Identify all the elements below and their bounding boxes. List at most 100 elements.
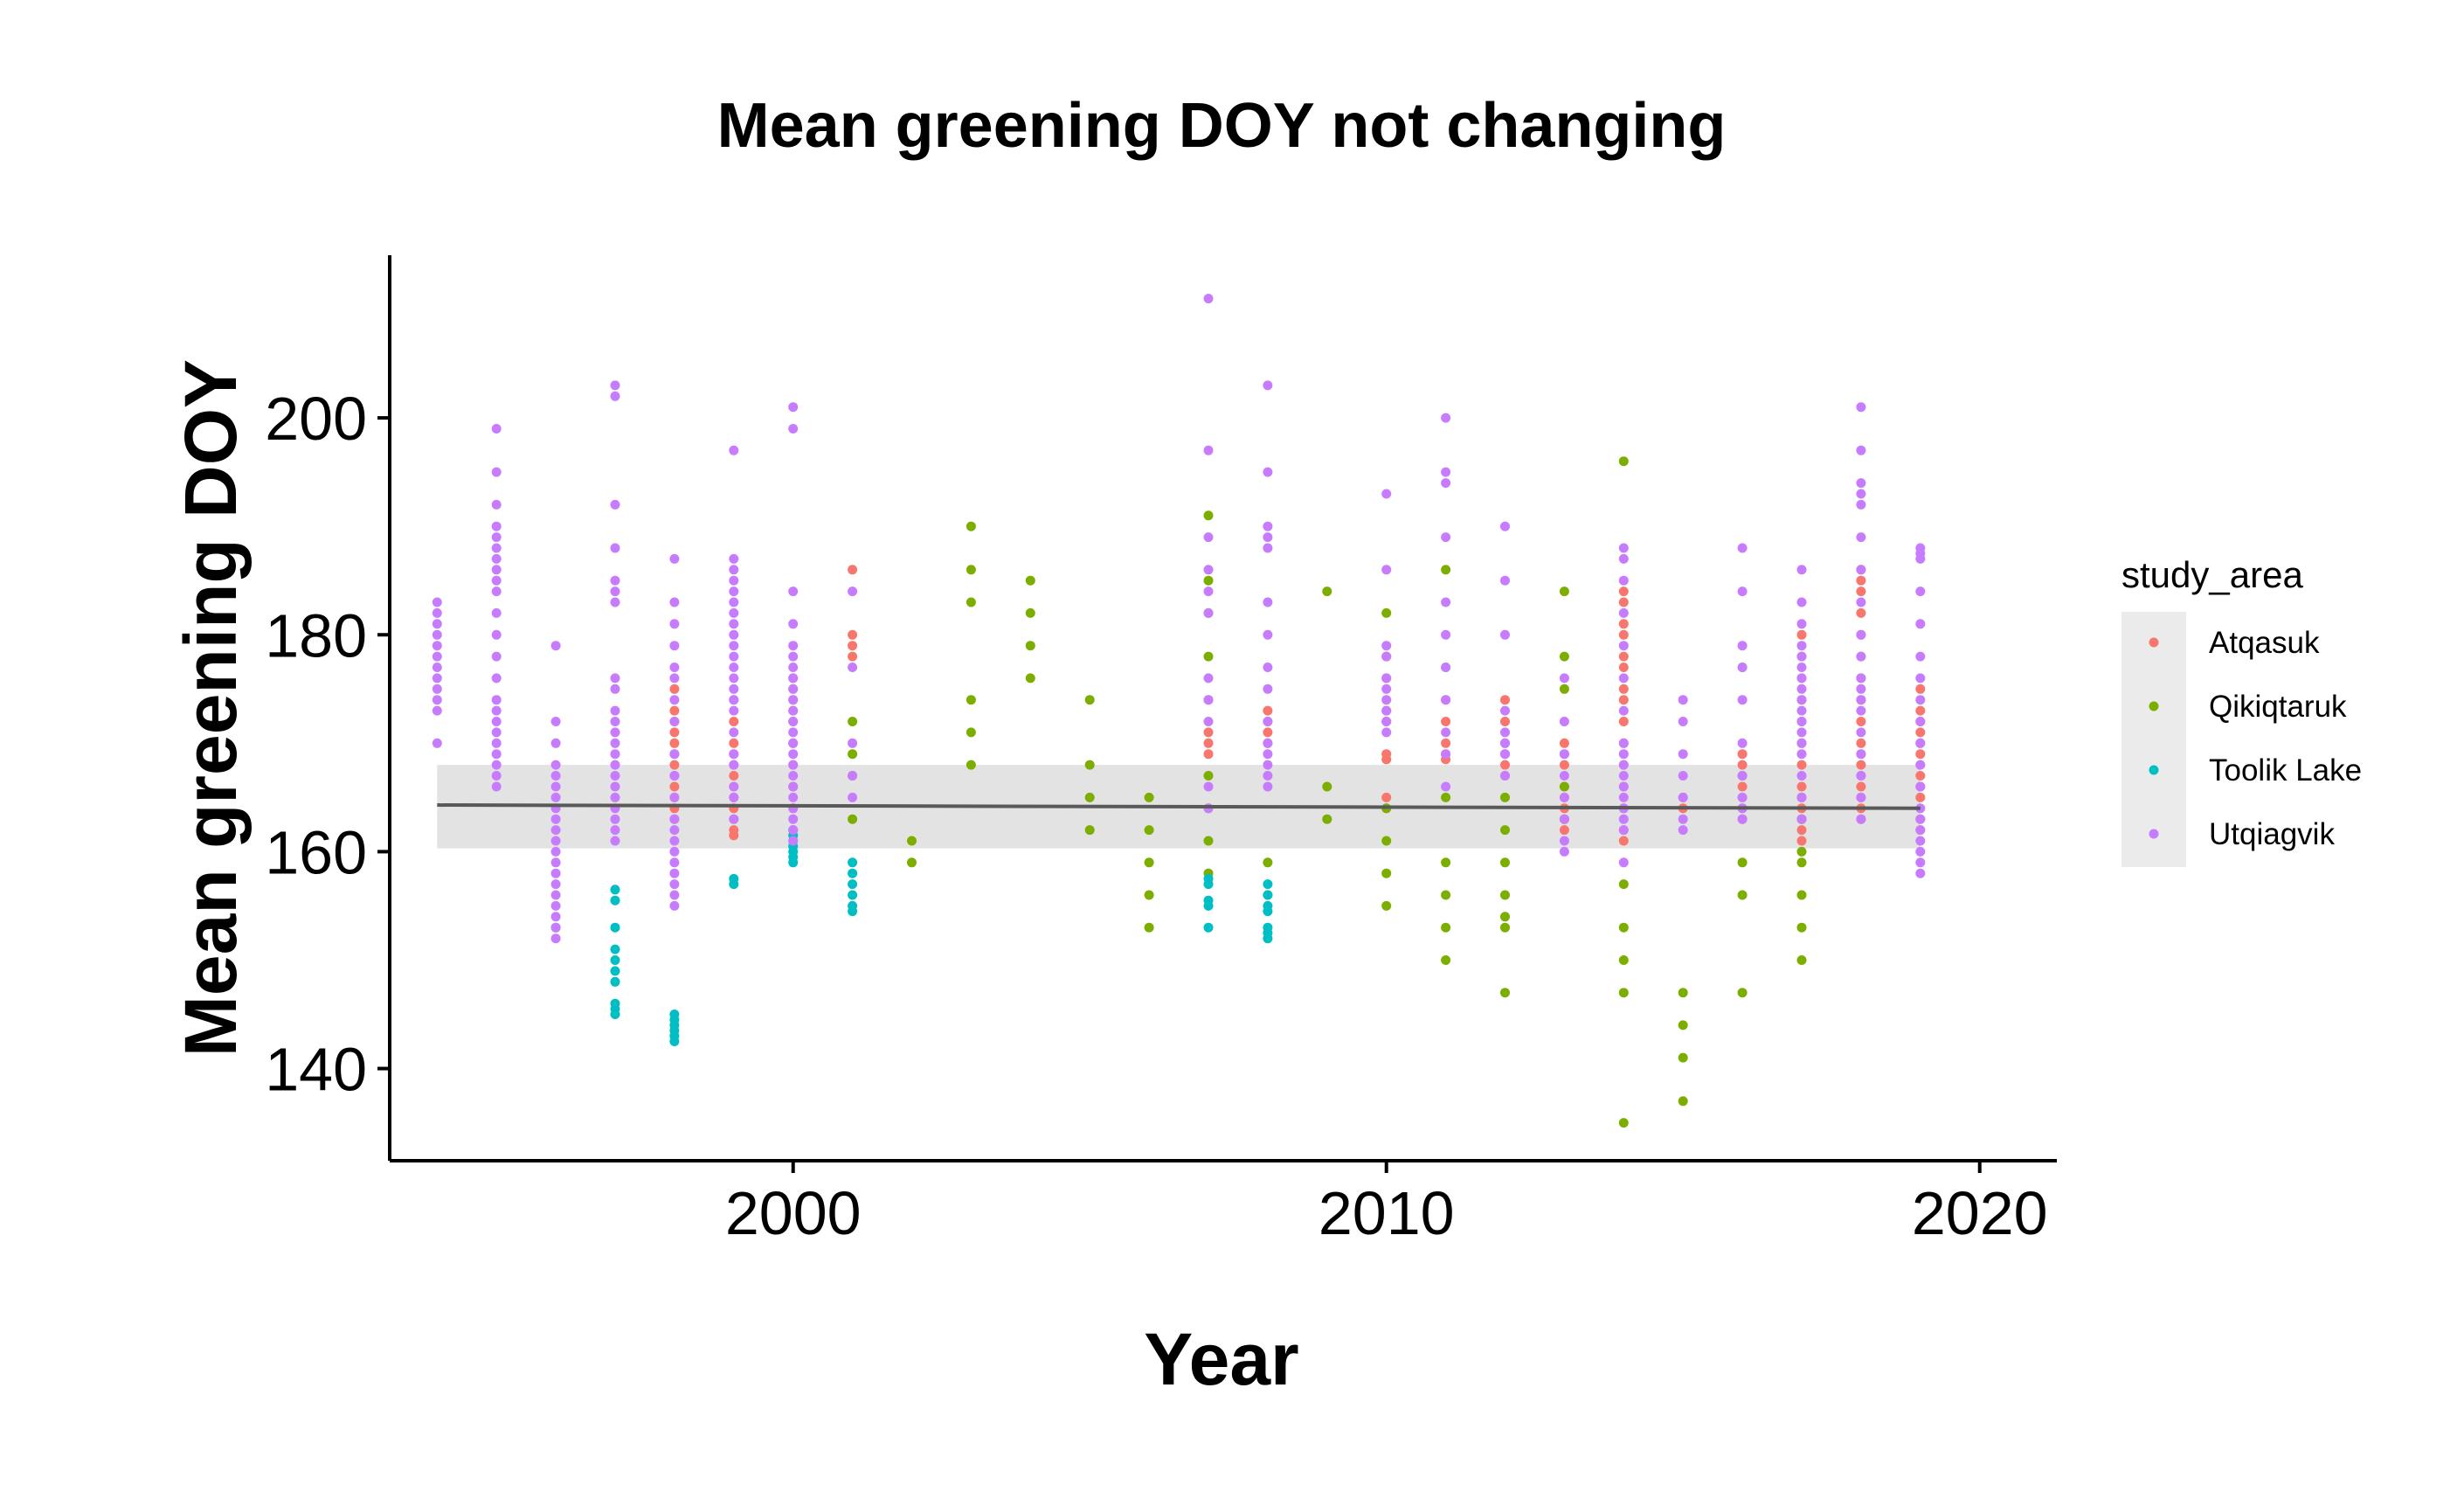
data-point	[1678, 1052, 1688, 1063]
data-point	[610, 575, 620, 586]
data-point	[1322, 586, 1332, 597]
data-point	[669, 846, 680, 857]
data-point	[1915, 553, 1926, 564]
data-point	[491, 727, 502, 738]
data-point	[848, 868, 858, 878]
data-point	[848, 879, 858, 890]
data-point	[966, 695, 976, 705]
data-point	[1678, 825, 1688, 836]
data-point	[1441, 467, 1451, 477]
data-point	[550, 912, 561, 922]
data-point	[1263, 738, 1273, 748]
data-point	[729, 814, 739, 824]
data-point	[432, 684, 442, 694]
data-point	[1203, 717, 1214, 726]
data-point	[610, 673, 620, 684]
data-point	[1618, 792, 1629, 802]
data-point	[1441, 781, 1451, 792]
data-point	[1678, 717, 1688, 726]
data-point	[1500, 825, 1510, 836]
data-point	[1084, 760, 1095, 770]
data-point	[1203, 294, 1214, 304]
axes: 140 160 180 200 2000 2010 2020	[265, 255, 2057, 1247]
data-point	[1915, 673, 1926, 684]
data-point	[1025, 575, 1035, 586]
data-point	[1737, 760, 1748, 770]
data-point	[1500, 912, 1510, 922]
data-point	[1856, 597, 1866, 607]
data-point	[610, 976, 620, 987]
data-point	[729, 830, 739, 841]
data-point	[1856, 695, 1866, 705]
data-point	[1737, 738, 1748, 748]
data-point	[1263, 879, 1273, 890]
y-tick-label: 180	[265, 601, 367, 670]
data-point	[966, 597, 976, 607]
data-point	[610, 922, 620, 933]
legend-key-background	[2121, 612, 2186, 867]
data-point	[1856, 489, 1866, 499]
data-point	[1381, 754, 1392, 765]
data-point	[432, 695, 442, 705]
data-point	[788, 402, 799, 413]
data-point	[729, 781, 739, 792]
data-point	[1441, 695, 1451, 705]
data-point	[1144, 857, 1154, 868]
data-point	[1737, 695, 1748, 705]
data-point	[1144, 792, 1154, 802]
data-point	[610, 727, 620, 738]
data-point	[610, 705, 620, 716]
data-point	[1737, 663, 1748, 672]
data-point	[1856, 738, 1866, 748]
data-point	[848, 651, 858, 662]
data-point	[848, 663, 858, 672]
data-point	[491, 575, 502, 586]
data-point	[491, 717, 502, 726]
data-point	[1144, 922, 1154, 933]
data-point	[669, 781, 680, 792]
data-point	[1441, 727, 1451, 738]
data-point	[1322, 814, 1332, 824]
data-point	[1737, 771, 1748, 781]
data-point	[432, 663, 442, 672]
data-point	[610, 684, 620, 694]
x-tick-label: 2010	[1319, 1179, 1455, 1247]
data-point	[1559, 825, 1569, 836]
data-point	[550, 900, 561, 911]
x-axis-ticks: 2000 2010 2020	[725, 1161, 2048, 1247]
data-point	[610, 836, 620, 846]
data-point	[1203, 673, 1214, 684]
data-point	[669, 695, 680, 705]
data-point	[610, 885, 620, 895]
data-point	[1618, 879, 1629, 890]
data-point	[1381, 792, 1392, 802]
data-point	[788, 814, 799, 824]
data-point	[669, 705, 680, 716]
data-point	[1381, 900, 1392, 911]
data-point	[669, 857, 680, 868]
data-point	[1796, 825, 1807, 836]
data-point	[729, 641, 739, 651]
data-point	[610, 966, 620, 976]
data-points	[432, 294, 1926, 1128]
data-point	[1915, 651, 1926, 662]
data-point	[1203, 510, 1214, 521]
data-point	[491, 738, 502, 748]
data-point	[1618, 629, 1629, 640]
data-point	[1203, 922, 1214, 933]
data-point	[1618, 597, 1629, 607]
data-point	[1203, 586, 1214, 597]
data-point	[1618, 760, 1629, 770]
data-point	[788, 857, 799, 868]
data-point	[729, 771, 739, 781]
data-point	[1500, 717, 1510, 726]
legend-label: Toolik Lake	[2209, 753, 2362, 788]
data-point	[669, 738, 680, 748]
data-point	[550, 760, 561, 770]
data-point	[1856, 727, 1866, 738]
data-point	[1618, 955, 1629, 965]
data-point	[550, 771, 561, 781]
data-point	[729, 879, 739, 890]
data-point	[1500, 705, 1510, 716]
